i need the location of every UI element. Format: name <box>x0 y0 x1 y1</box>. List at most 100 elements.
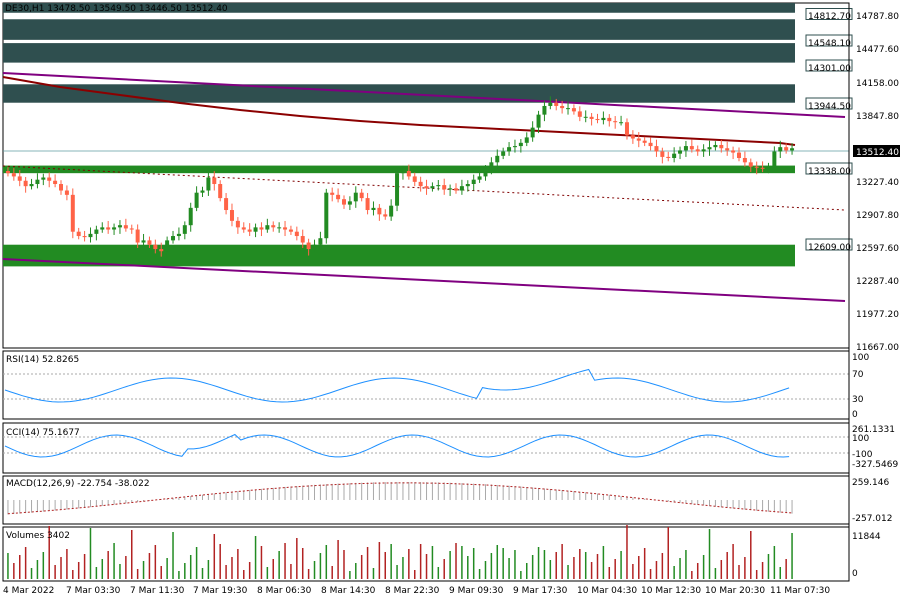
rsi-tick: 70 <box>852 370 864 380</box>
time-tick: 8 Mar 22:30 <box>385 586 440 596</box>
candle-body <box>218 184 223 199</box>
candle-body <box>400 171 405 174</box>
candle-body <box>200 190 205 193</box>
candle-body <box>294 231 299 237</box>
candle-body <box>501 151 506 156</box>
candle-body <box>430 186 435 189</box>
candle-body <box>654 146 659 152</box>
current-price-text: 13512.40 <box>856 148 899 158</box>
rsi-axis: 100 70 30 0 <box>852 353 869 420</box>
candle-body <box>53 180 58 185</box>
cci-tick: 100 <box>852 434 869 444</box>
level-label: 13338.00 <box>808 167 851 177</box>
candle-body <box>713 144 718 148</box>
candle-body <box>247 229 252 232</box>
candle-body <box>330 192 335 195</box>
candle-body <box>754 166 759 168</box>
candle-body <box>353 192 358 202</box>
macd-tick: -257.012 <box>852 514 892 524</box>
candle-body <box>188 207 193 226</box>
level-label: 14548.10 <box>808 39 851 49</box>
candle-body <box>271 225 276 228</box>
zone <box>3 244 795 267</box>
candle-body <box>135 229 140 243</box>
cci-axis: 261.1331 100 -100 -327.5469 <box>852 425 898 470</box>
candle-body <box>465 184 470 187</box>
level-box <box>805 59 853 72</box>
candle-body <box>489 162 494 169</box>
candle-body <box>17 176 22 181</box>
zone <box>3 19 795 40</box>
candle-body <box>412 176 417 182</box>
candle-body <box>577 111 582 117</box>
candle-body <box>123 225 128 229</box>
candle-body <box>454 188 459 191</box>
candle-body <box>288 229 293 232</box>
price-tick: 12287.40 <box>856 277 899 287</box>
price-tick: 14477.60 <box>856 45 899 55</box>
candle-body <box>212 177 217 185</box>
candle-body <box>300 236 305 243</box>
candle-body <box>436 185 441 187</box>
candle-body <box>613 121 618 123</box>
time-tick: 7 Mar 19:30 <box>193 586 248 596</box>
candle-body <box>459 186 464 191</box>
candle-body <box>224 198 229 211</box>
candle-body <box>477 176 482 180</box>
channel-lower-line <box>2 258 846 302</box>
candle-body <box>129 228 134 230</box>
candle-body <box>689 146 694 150</box>
channel-upper-line <box>2 72 846 118</box>
time-tick: 9 Mar 09:30 <box>449 586 504 596</box>
rsi-line <box>4 368 790 403</box>
candle-body <box>672 153 677 158</box>
price-axis: 14787.80 14477.60 14158.00 13847.80 1322… <box>856 12 899 353</box>
candle-body <box>518 142 523 147</box>
candle-body <box>253 227 258 232</box>
candle-body <box>778 147 783 152</box>
level-labels: 14812.70 14548.10 14301.00 13944.50 1333… <box>808 12 851 253</box>
rsi-tick: 0 <box>852 410 858 420</box>
time-tick: 8 Mar 14:30 <box>321 586 376 596</box>
candle-body <box>159 249 164 252</box>
candle-body <box>483 168 488 177</box>
candle-body <box>94 229 99 234</box>
candle-body <box>41 177 46 180</box>
price-tick: 13227.40 <box>856 178 899 188</box>
candle-body <box>678 150 683 154</box>
candle-body <box>660 151 665 157</box>
candle-body <box>312 244 317 250</box>
cci-tick: 261.1331 <box>852 425 895 435</box>
candle-body <box>229 210 234 221</box>
level-label: 14812.70 <box>808 12 851 22</box>
candle-body <box>117 225 122 228</box>
candle-body <box>636 138 641 141</box>
candle-body <box>542 105 547 115</box>
candle-body <box>336 194 341 200</box>
time-tick: 8 Mar 06:30 <box>257 586 312 596</box>
price-tick: 11667.00 <box>856 343 899 353</box>
candle-body <box>560 105 565 109</box>
candle-body <box>306 242 311 250</box>
candle-body <box>695 149 700 152</box>
candle-body <box>507 147 512 152</box>
level-box <box>805 8 853 20</box>
time-tick: 10 Mar 04:30 <box>577 586 637 596</box>
candle-body <box>59 184 64 191</box>
macd-signal-line <box>7 482 793 515</box>
candle-body <box>772 151 777 167</box>
candle-body <box>536 114 541 128</box>
candle-body <box>548 102 553 106</box>
candle-body <box>141 240 146 243</box>
candle-body <box>707 147 712 150</box>
candle-body <box>766 166 771 169</box>
candle-body <box>784 147 789 151</box>
candle-body <box>112 227 117 230</box>
candle-body <box>235 220 240 228</box>
candle-body <box>341 199 346 205</box>
macd-tick: 259.146 <box>852 478 889 488</box>
moving-average-line <box>2 76 796 146</box>
candle-body <box>182 225 187 234</box>
candle-body <box>88 233 93 238</box>
candle-body <box>571 108 576 112</box>
